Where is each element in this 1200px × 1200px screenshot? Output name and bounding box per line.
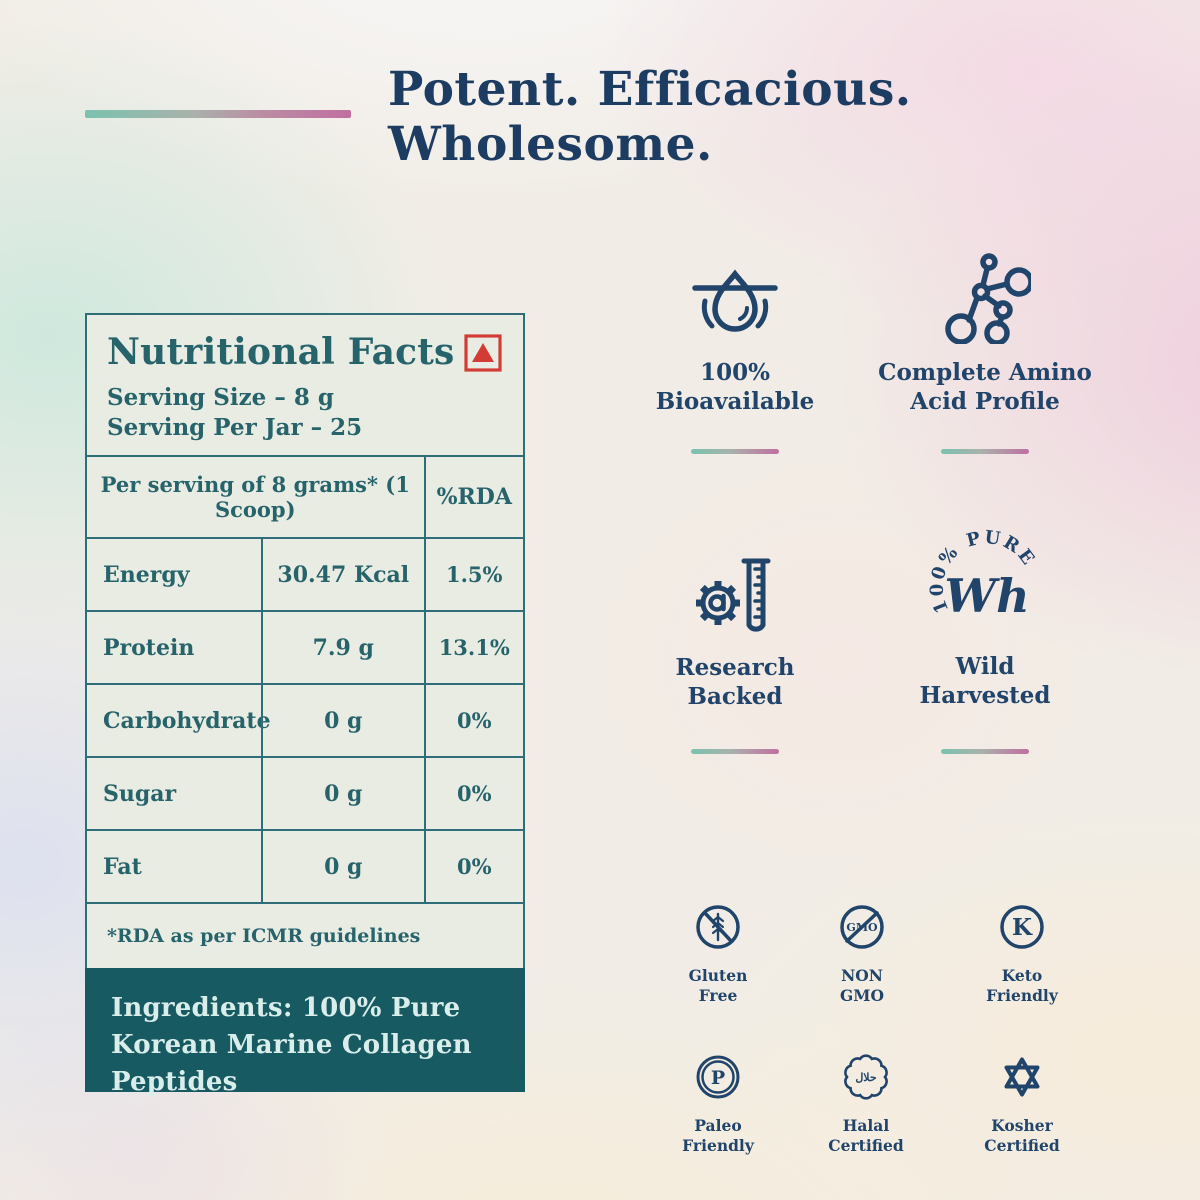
100-percent-pure-seal-icon: 100% PURE Wh: [929, 527, 1037, 623]
badge-label: Gluten Free: [688, 966, 748, 1006]
rda-footnote: *RDA as per ICMR guidelines: [87, 902, 523, 968]
gradient-accent-line: [85, 110, 351, 118]
halal-certified-icon: حلال: [844, 1054, 888, 1100]
row-label: Fat: [103, 853, 142, 880]
research-gear-testtube-icon: [696, 558, 771, 632]
feature-label: 100% Bioavailable: [655, 359, 815, 416]
badge-label: Halal Certified: [828, 1116, 904, 1156]
nutrition-facts-title: Nutritional Facts: [107, 331, 455, 373]
molecule-icon: [945, 253, 1031, 344]
feature-label: Wild Harvested: [919, 653, 1051, 710]
row-value: 30.47 Kcal: [261, 539, 424, 610]
ingredients-box: Ingredients: 100% Pure Korean Marine Col…: [85, 968, 525, 1097]
row-label: Carbohydrate: [103, 707, 271, 734]
feature-amino-profile: Complete Amino Acid Profile: [855, 244, 1115, 417]
row-label: Protein: [103, 634, 195, 661]
row-rda: 0%: [423, 758, 524, 829]
paleo-friendly-icon: P: [696, 1055, 740, 1099]
paleo-glyph: P: [711, 1067, 725, 1089]
feature-label: Complete Amino Acid Profile: [878, 359, 1092, 416]
badge-kosher-certified: Kosher Certified: [952, 1053, 1092, 1156]
table-row: Sugar 0 g 0%: [87, 756, 523, 829]
row-rda: 0%: [423, 831, 524, 902]
badge-paleo-friendly: P Paleo Friendly: [648, 1053, 788, 1156]
row-label: Energy: [103, 561, 190, 588]
gradient-divider: [941, 449, 1029, 454]
row-value: 0 g: [261, 685, 424, 756]
table-row: Protein 7.9 g 13.1%: [87, 610, 523, 683]
row-value: 7.9 g: [261, 612, 424, 683]
non-gmo-icon: GMO: [840, 905, 884, 949]
non-vegetarian-icon: [464, 334, 502, 372]
table-column-header: Per serving of 8 grams* (1 Scoop) %RDA: [87, 455, 523, 537]
badge-label: Keto Friendly: [986, 966, 1058, 1006]
row-rda: 0%: [423, 685, 524, 756]
per-serving-header: Per serving of 8 grams* (1 Scoop): [100, 472, 410, 522]
badge-keto-friendly: K Keto Friendly: [952, 903, 1092, 1006]
gradient-divider: [941, 749, 1029, 754]
feature-label: Research Backed: [675, 654, 795, 711]
badge-non-gmo: GMO NON GMO: [792, 903, 932, 1006]
feature-wild-harvested: 100% PURE Wh Wild Harvested: [855, 520, 1115, 711]
feature-research-backed: Research Backed: [625, 545, 845, 712]
nutrition-facts-panel: Nutritional Facts Serving Size – 8 g Ser…: [85, 313, 525, 970]
badge-gluten-free: Gluten Free: [648, 903, 788, 1006]
badge-label: Paleo Friendly: [682, 1116, 754, 1156]
table-row: Carbohydrate 0 g 0%: [87, 683, 523, 756]
droplet-bioavailable-icon: [692, 269, 778, 332]
seal-monogram: Wh: [944, 569, 1029, 623]
gradient-divider: [691, 749, 779, 754]
serving-size-text: Serving Size – 8 g: [107, 384, 334, 411]
table-row: Fat 0 g 0%: [87, 829, 523, 902]
badge-halal-certified: حلال Halal Certified: [796, 1053, 936, 1156]
badge-label: Kosher Certified: [984, 1116, 1060, 1156]
row-label: Sugar: [103, 780, 177, 807]
gradient-divider: [691, 449, 779, 454]
page-title: Potent. Efficacious. Wholesome.: [388, 62, 1008, 172]
page-title-line1: Potent. Efficacious.: [388, 62, 912, 117]
feature-bioavailable: 100% Bioavailable: [625, 248, 845, 417]
keto-friendly-icon: K: [1000, 905, 1044, 949]
serving-per-jar-text: Serving Per Jar – 25: [107, 414, 363, 442]
row-rda: 1.5%: [423, 539, 524, 610]
keto-glyph: K: [1012, 914, 1033, 941]
kosher-star-icon: [1004, 1057, 1040, 1097]
gluten-free-icon: [696, 905, 740, 949]
row-value: 0 g: [261, 758, 424, 829]
row-value: 0 g: [261, 831, 424, 902]
nutrition-facts-header: Nutritional Facts Serving Size – 8 g Ser…: [87, 315, 523, 455]
table-row: Energy 30.47 Kcal 1.5%: [87, 537, 523, 610]
page-title-line2: Wholesome.: [388, 116, 713, 172]
halal-glyph: حلال: [855, 1071, 877, 1084]
badge-label: NON GMO: [840, 966, 884, 1006]
row-rda: 13.1%: [423, 612, 524, 683]
rda-header: %RDA: [423, 457, 524, 537]
